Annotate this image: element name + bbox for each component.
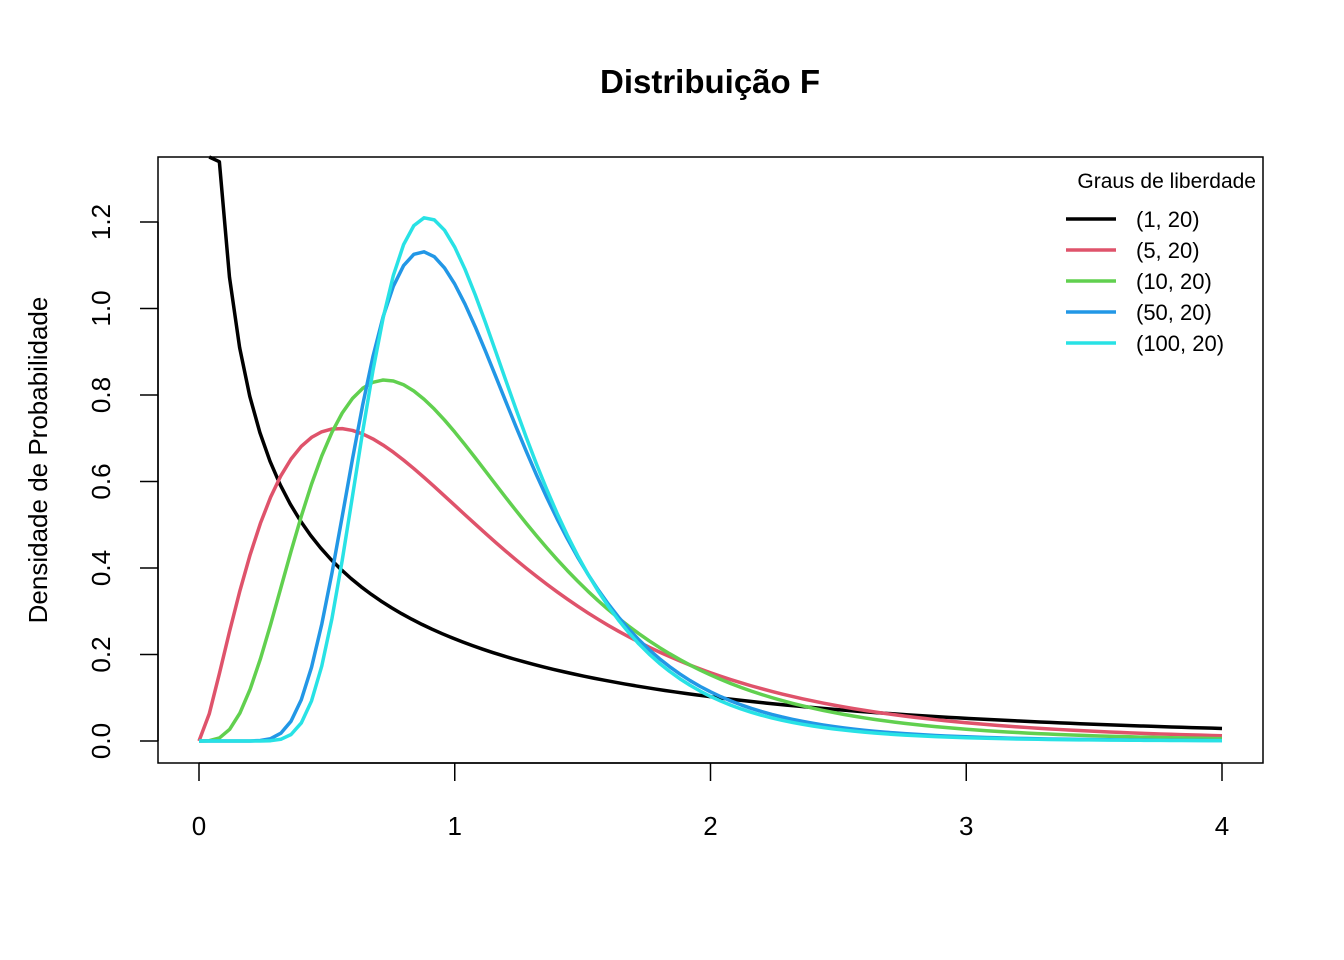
x-tick-label: 0 (192, 811, 206, 841)
legend-label: (1, 20) (1136, 207, 1200, 232)
y-tick-label: 0.0 (86, 723, 116, 759)
y-tick-label: 0.2 (86, 636, 116, 672)
legend-label: (100, 20) (1136, 331, 1224, 356)
legend-title: Graus de liberdade (1077, 170, 1256, 193)
series-line-5 (199, 216, 1223, 743)
y-axis-label: Densidade de Probabilidade (23, 297, 53, 624)
series-layer (197, 155, 1223, 743)
legend-label: (50, 20) (1136, 300, 1212, 325)
series-line-2 (197, 426, 1223, 742)
y-tick-label: 0.4 (86, 550, 116, 586)
legend-label: (5, 20) (1136, 238, 1200, 263)
y-tick-label: 0.8 (86, 377, 116, 413)
legend: Graus de liberdade (1, 20) (5, 20) (10, 20… (1066, 170, 1256, 356)
y-tick-label: 1.0 (86, 290, 116, 326)
y-tick-label: 1.2 (86, 204, 116, 240)
chart-title: Distribuição F (600, 63, 820, 100)
x-axis: 0 1 2 3 4 (192, 762, 1229, 841)
x-tick-label: 4 (1215, 811, 1229, 841)
legend-label: (10, 20) (1136, 269, 1212, 294)
x-tick-label: 1 (448, 811, 462, 841)
y-tick-label: 0.6 (86, 463, 116, 499)
x-tick-label: 2 (703, 811, 717, 841)
y-axis: 0.0 0.2 0.4 0.6 0.8 1.0 1.2 (86, 204, 159, 759)
x-tick-label: 3 (959, 811, 973, 841)
series-line-3 (198, 378, 1223, 743)
